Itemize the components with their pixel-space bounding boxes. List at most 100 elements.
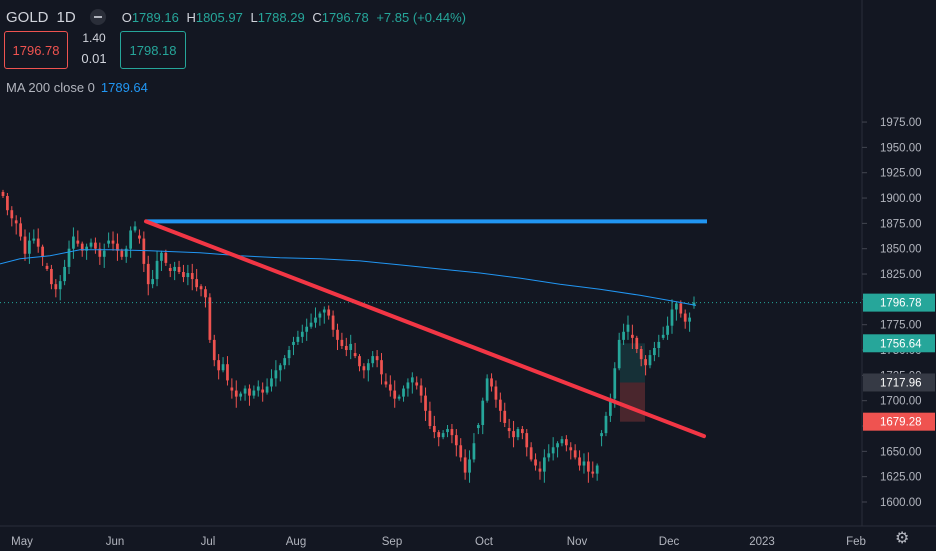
close-value: 1796.78 [321, 9, 369, 25]
y-tick-label: 1625.00 [880, 472, 922, 484]
candle-body [146, 263, 150, 285]
x-tick-label: Dec [659, 536, 680, 548]
indicator-legend[interactable]: MA 200 close 0 1789.64 [6, 80, 148, 95]
candle-body [534, 459, 537, 466]
candle-body [120, 250, 124, 257]
candle-body [80, 243, 84, 251]
candle-body [494, 386, 498, 400]
x-tick-label: May [11, 536, 33, 548]
candle-body [617, 339, 621, 369]
candle-body [292, 341, 295, 345]
x-tick-label: Oct [475, 536, 494, 548]
candle-body [516, 429, 520, 438]
high-key: H [186, 9, 196, 25]
candle-body [322, 309, 326, 313]
time-axis: May Jun Jul Aug Sep Oct Nov Dec 2023 Feb [0, 525, 936, 548]
candle-body [683, 313, 687, 322]
candle-body [138, 235, 141, 239]
candle-body [124, 248, 128, 257]
symbol-name[interactable]: GOLD [6, 8, 49, 26]
candle-body [476, 424, 480, 429]
candle-body [446, 429, 449, 433]
x-tick-label: 2023 [749, 536, 775, 548]
price-tag [863, 293, 935, 312]
buy-button[interactable]: 1798.18 [120, 31, 186, 69]
candle-body [265, 386, 269, 393]
candle-body [600, 433, 603, 437]
price-tag-label: 1717.96 [880, 377, 922, 389]
candle-body [327, 309, 331, 316]
candle-body [221, 364, 225, 371]
x-tick-label: Sep [382, 536, 402, 548]
candle-body [151, 279, 155, 285]
timeframe-label[interactable]: 1D [56, 8, 76, 26]
candle-body [195, 279, 199, 288]
candle-body [116, 243, 119, 251]
candle-body [609, 398, 612, 416]
candle-body [639, 349, 643, 360]
candle-body [6, 196, 9, 211]
trend-line[interactable] [144, 219, 706, 439]
change-value: +7.85 (+0.44%) [376, 9, 466, 25]
candle-body [485, 378, 489, 401]
price-tag [863, 334, 935, 353]
price-tag-label: 1679.28 [880, 417, 922, 429]
candle-body [344, 345, 348, 351]
x-tick-label: Nov [567, 536, 588, 548]
candle-body [525, 433, 529, 448]
candle-body [692, 302, 696, 306]
x-tick-label: Aug [286, 536, 306, 548]
candle-body [631, 334, 634, 338]
candle-body [490, 378, 493, 387]
candle-body [569, 447, 573, 451]
indicator-value: 1789.64 [100, 80, 148, 95]
ohlc-readout: O1789.16 H1805.97 L1788.29 C1796.78 +7.8… [122, 10, 470, 25]
candle-body [94, 242, 97, 249]
candle-body [688, 317, 691, 322]
candle-body [520, 429, 524, 434]
candle-body [481, 400, 485, 425]
candle-body [459, 445, 463, 458]
candle-body [353, 353, 357, 357]
candle-body [274, 370, 278, 379]
candle-body [168, 267, 172, 271]
candle-body [498, 399, 502, 411]
sell-button[interactable]: 1796.78 [4, 31, 68, 69]
candle-body [186, 273, 190, 278]
candle-body [270, 378, 273, 387]
spread-value: 1.40 [82, 31, 106, 45]
price-tag [863, 412, 935, 431]
candle-body [142, 238, 146, 264]
candle-body [573, 450, 577, 458]
candle-body [296, 336, 300, 342]
candle-body [72, 236, 75, 249]
candle-body [111, 240, 115, 244]
candle-body [415, 382, 419, 386]
candle-body [102, 250, 106, 257]
candle-body [424, 395, 427, 411]
lot-size[interactable]: 0.01 [81, 50, 107, 66]
candle-body [564, 439, 568, 446]
candle-body [437, 432, 441, 438]
candle-body [635, 337, 639, 350]
candle-body [261, 389, 265, 393]
candle-body [23, 236, 27, 254]
candle-body [560, 439, 564, 444]
gear-icon[interactable]: ⚙ [895, 530, 910, 547]
collapse-icon[interactable] [89, 9, 106, 25]
y-tick-label: 1975.00 [880, 117, 922, 129]
indicator-name: MA 200 close 0 [6, 80, 95, 95]
ma200-line[interactable] [0, 249, 697, 306]
candle-body [556, 443, 559, 448]
symbol-header: GOLD 1D O1789.16 H1805.97 L1788.29 C1796… [6, 6, 470, 28]
candle-body [644, 359, 647, 366]
candle-body [256, 386, 260, 391]
candle-body [177, 266, 181, 273]
y-tick-label: 1650.00 [880, 446, 922, 458]
low-key: L [250, 9, 258, 25]
position-loss-zone[interactable] [620, 382, 645, 422]
candle-body [204, 289, 207, 298]
candle-body [428, 410, 432, 427]
candle-body [542, 457, 546, 472]
